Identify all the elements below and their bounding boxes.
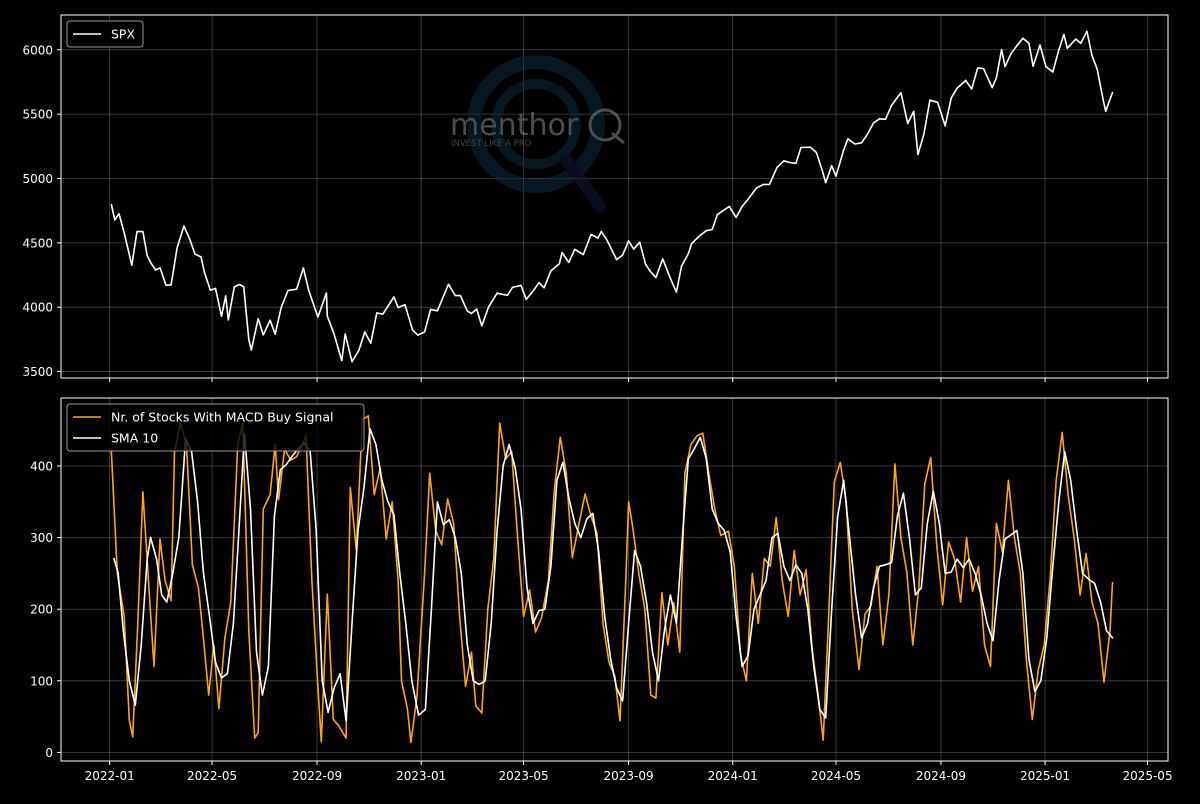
- watermark-ring-inner: [491, 79, 581, 169]
- macd-x-tick-label: 2024-05: [811, 769, 861, 783]
- spx-y-tick-label: 3500: [22, 365, 53, 379]
- spx-y-axis: 3500 4000 4500 5000 5500 6000: [22, 43, 61, 379]
- spx-series: [110, 30, 1114, 363]
- macd-x-axis: 2022-01 2022-05 2022-09 2023-01 2023-05 2023-…: [85, 761, 1173, 783]
- macd-legend: Nr. of Stocks With MACD Buy Signal SMA 1…: [66, 403, 365, 452]
- macd-y-tick-label: 100: [30, 674, 53, 688]
- spx-grid: [61, 15, 1168, 378]
- spx-y-tick-label: 5000: [22, 172, 53, 186]
- watermark-handle: [560, 154, 606, 212]
- macd-y-tick-label: 200: [30, 603, 53, 617]
- macd-x-tick-label: 2024-09: [916, 769, 966, 783]
- watermark-ring-outer: [467, 55, 605, 193]
- spx-panel: menthor INVEST LIKE A PRO 3500 4000 4500 50…: [22, 14, 1169, 382]
- macd-x-tick-label: 2022-01: [85, 769, 135, 783]
- menthor-watermark: menthor INVEST LIKE A PRO: [450, 55, 625, 212]
- macd-series: [110, 415, 1114, 744]
- watermark-brand: menthor: [450, 108, 579, 143]
- macd-series-line-1: [113, 428, 1114, 722]
- watermark-q-icon: [588, 108, 622, 142]
- watermark-q-tail: [611, 131, 625, 145]
- spx-y-tick-label: 5500: [22, 108, 53, 122]
- macd-x-tick-label: 2025-05: [1122, 769, 1172, 783]
- macd-legend-box: [66, 403, 365, 452]
- macd-x-tick-label: 2025-01: [1020, 769, 1070, 783]
- macd-legend-label-sma: SMA 10: [111, 431, 158, 446]
- macd-x-tick-label: 2022-09: [292, 769, 342, 783]
- macd-x-tick-label: 2023-09: [604, 769, 654, 783]
- macd-x-tick-label: 2023-01: [396, 769, 446, 783]
- macd-legend-label-signal: Nr. of Stocks With MACD Buy Signal: [111, 410, 333, 425]
- spx-legend: SPX: [66, 20, 144, 48]
- spx-x-axis: [109, 378, 1149, 382]
- spx-series-line-0: [110, 30, 1114, 363]
- macd-axes-frame: [60, 397, 1169, 762]
- spx-y-tick-label: 6000: [22, 43, 53, 57]
- spx-axes-frame: [60, 14, 1169, 379]
- spx-y-tick-label: 4500: [22, 236, 53, 250]
- macd-panel: 0 100 200 300 400 2022-01 2022-05 2022-09 2023-…: [30, 397, 1173, 783]
- macd-x-tick-label: 2023-05: [499, 769, 549, 783]
- spx-legend-label: SPX: [111, 27, 135, 42]
- macd-y-tick-label: 0: [45, 746, 53, 760]
- macd-x-tick-label: 2024-01: [708, 769, 758, 783]
- macd-x-tick-label: 2022-05: [187, 769, 237, 783]
- macd-y-tick-label: 400: [30, 460, 53, 474]
- macd-y-tick-label: 300: [30, 531, 53, 545]
- macd-y-axis: 0 100 200 300 400: [30, 460, 61, 760]
- spx-y-tick-label: 4000: [22, 301, 53, 315]
- watermark-tagline: INVEST LIKE A PRO: [451, 139, 532, 149]
- macd-series-line-0: [110, 415, 1114, 744]
- spx-legend-box: [66, 20, 144, 48]
